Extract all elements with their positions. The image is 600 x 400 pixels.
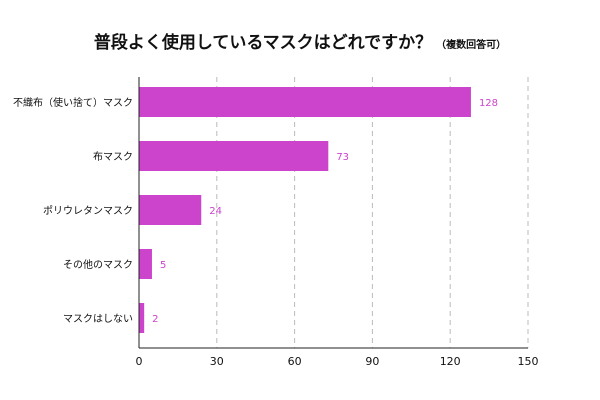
bars: 128 73 24 5 2: [139, 87, 498, 333]
x-tick-label: 150: [518, 355, 539, 368]
x-tick-label: 60: [288, 355, 302, 368]
chart-subtitle: （複数回答可）: [436, 40, 507, 51]
axes: 0 30 60 90 120 150 不織布（使い捨て）マスク布マスクポリウレタンマスクその…: [13, 77, 539, 368]
x-tick-label: 120: [440, 355, 461, 368]
data-label: 5: [160, 260, 166, 271]
data-label: 2: [152, 314, 158, 325]
bar: [139, 87, 471, 117]
category-label: その他のマスク: [63, 258, 133, 271]
category-label: 不織布（使い捨て）マスク: [13, 96, 133, 109]
x-tick-label: 90: [365, 355, 379, 368]
bar: [139, 195, 202, 225]
grid-lines: [216, 77, 529, 348]
chart-title: 普段よく使用しているマスクはどれですか？ （複数回答可）: [0, 28, 600, 53]
bar: [139, 303, 145, 333]
bar: [139, 249, 152, 279]
data-label: 128: [479, 98, 498, 109]
category-label: ポリウレタンマスク: [43, 205, 133, 217]
category-label: 布マスク: [93, 151, 133, 163]
data-label: 73: [336, 152, 349, 163]
chart-title-main: 普段よく使用しているマスクはどれですか？: [93, 33, 433, 53]
x-tick-label: 30: [210, 355, 224, 368]
bar: [139, 141, 329, 171]
category-label: マスクはしない: [63, 313, 133, 325]
x-tick-label: 0: [136, 355, 143, 368]
data-label: 24: [209, 206, 222, 217]
